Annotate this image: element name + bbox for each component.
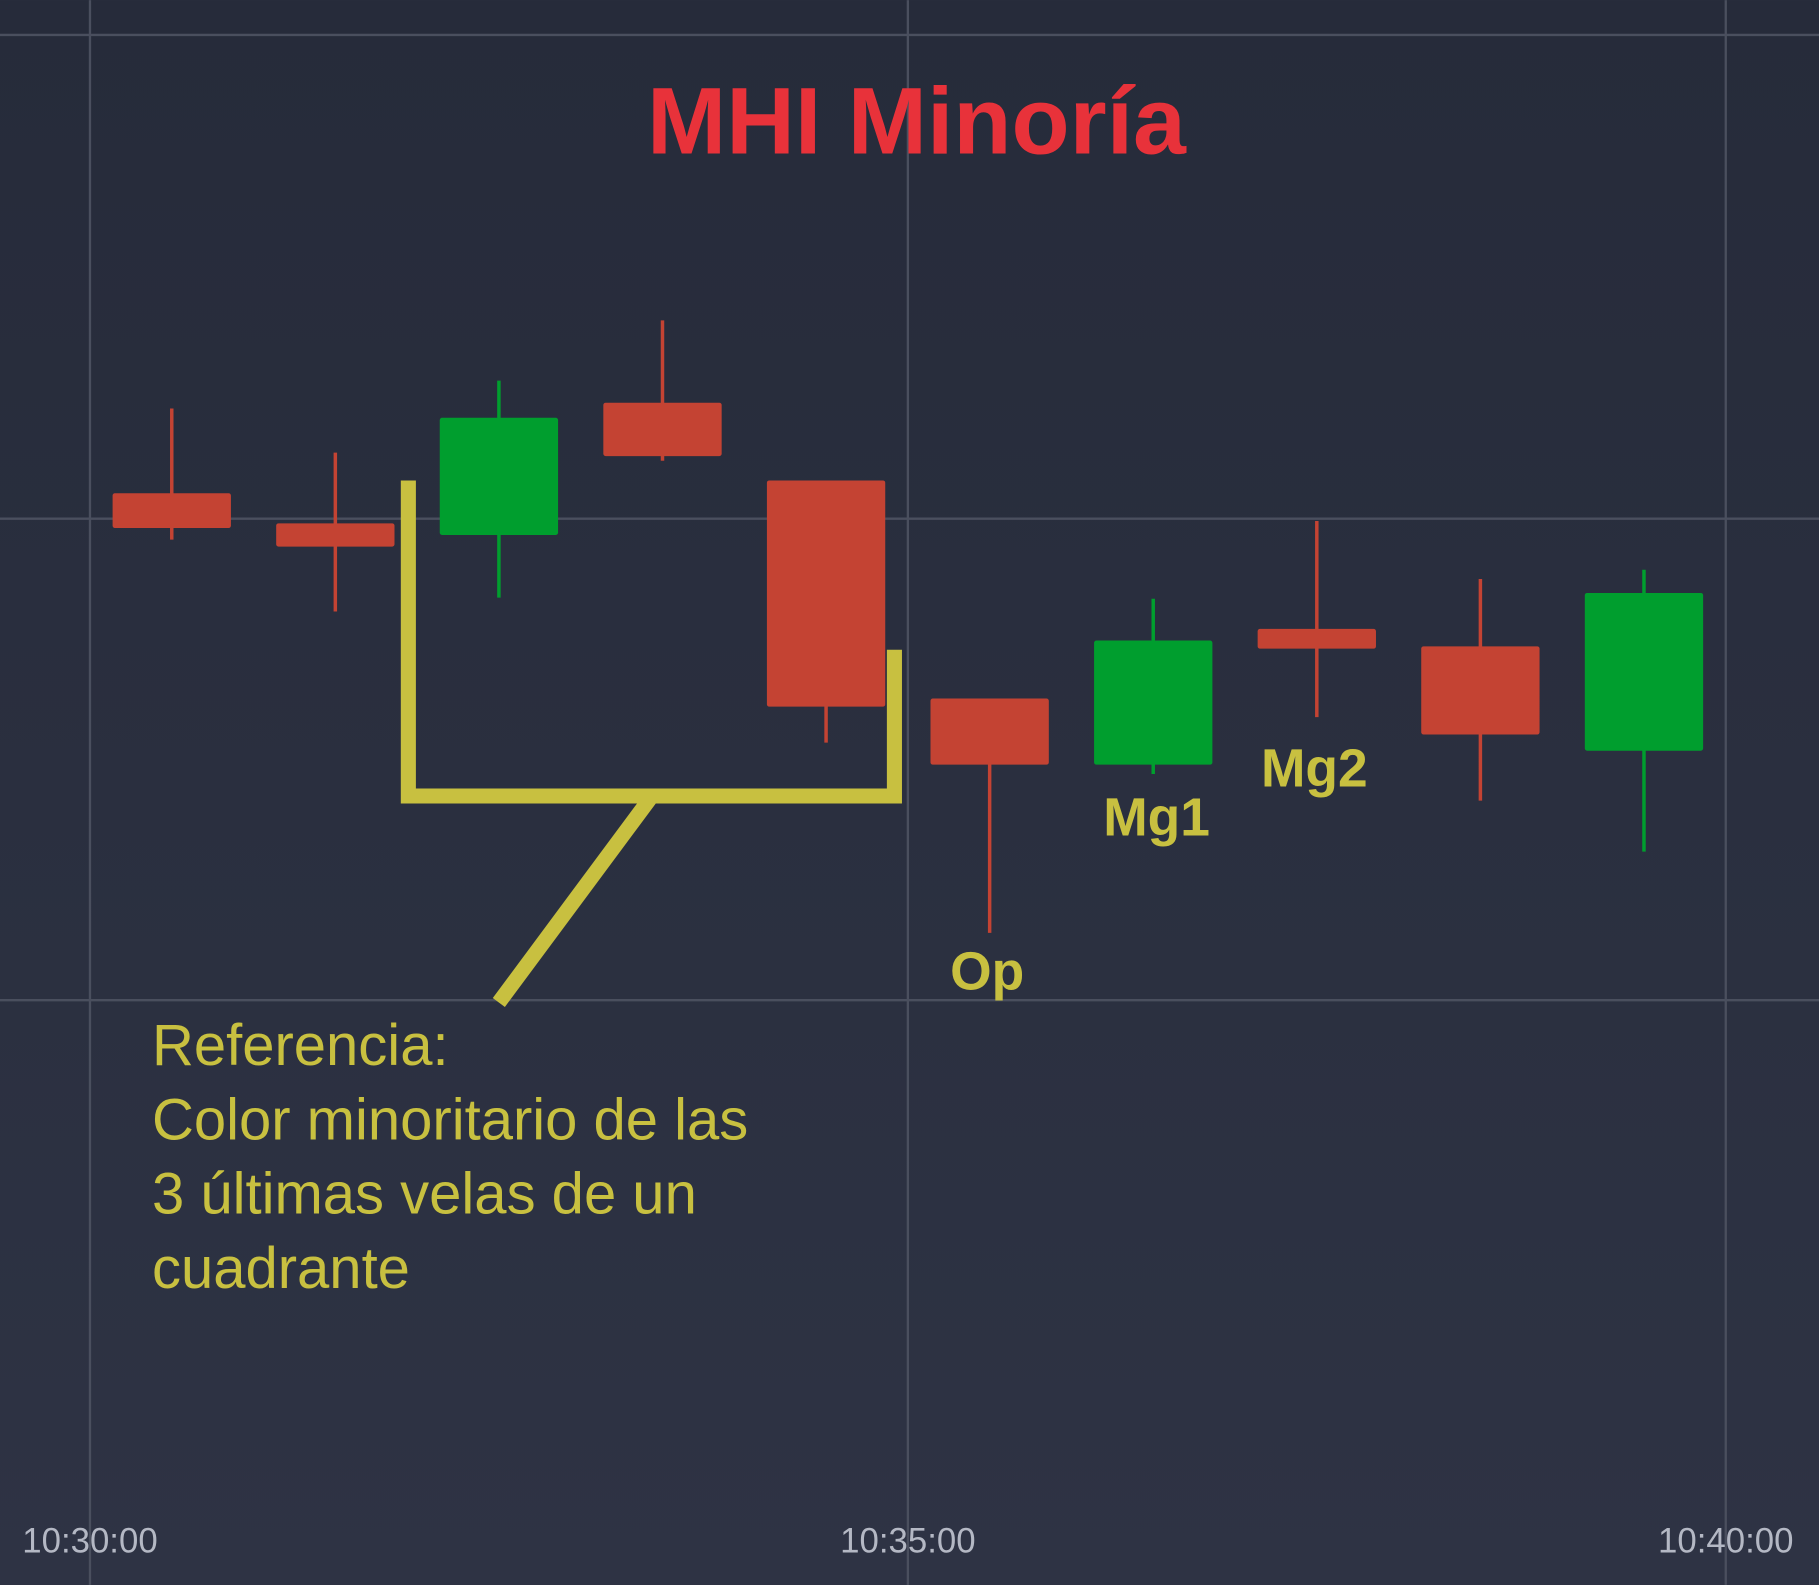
candle-body [276, 523, 395, 547]
reference-bracket [400, 480, 902, 1007]
reference-line: 3 últimas velas de un [152, 1162, 697, 1227]
candles [112, 320, 1704, 933]
chart-title: MHI Minoría [647, 68, 1187, 174]
candle-body [439, 417, 559, 535]
x-tick-label: 10:35:00 [840, 1521, 975, 1560]
candle-body [1257, 628, 1376, 649]
reference-line: cuadrante [152, 1236, 410, 1301]
candle-body [603, 402, 722, 457]
x-tick-label: 10:40:00 [1658, 1521, 1793, 1560]
candle-body [766, 480, 886, 707]
mg1-label: Mg1 [1103, 788, 1210, 847]
candle-body [112, 493, 231, 529]
candle-body [930, 698, 1049, 765]
reference-line: Color minoritario de las [152, 1087, 748, 1152]
x-tick-label: 10:30:00 [22, 1521, 157, 1560]
mg2-label: Mg2 [1261, 740, 1368, 799]
op-label: Op [950, 943, 1024, 1002]
candle-body [1094, 640, 1213, 765]
candle-body [1584, 592, 1704, 751]
candle-body [1421, 646, 1540, 735]
reference-line: Referencia: [152, 1013, 449, 1078]
